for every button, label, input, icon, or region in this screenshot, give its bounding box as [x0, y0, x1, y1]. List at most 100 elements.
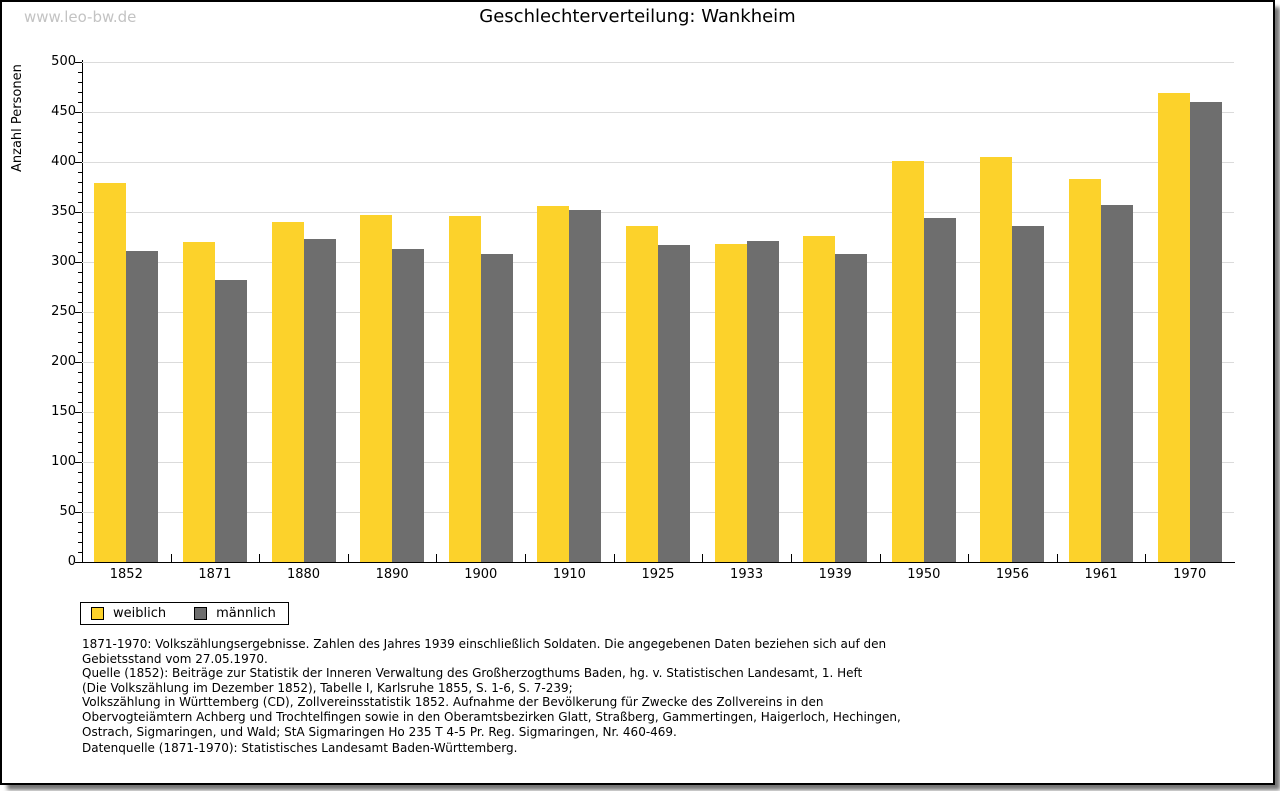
x-tick-label-1900: 1900: [464, 567, 498, 582]
x-boundary-tick-10: [968, 554, 970, 562]
bar-weiblich-1970: [1157, 93, 1190, 562]
y-tick-minor-480: [78, 82, 82, 83]
x-boundary-tick-11: [1056, 554, 1058, 562]
bar-group-1961: 1961: [1057, 62, 1146, 582]
bar-weiblich-1956: [980, 157, 1013, 562]
y-tick-label-250: 250: [51, 304, 76, 319]
y-tick-minor-80: [78, 482, 82, 483]
x-boundary-tick-1: [170, 554, 172, 562]
y-tick-major-250: [75, 312, 82, 313]
y-tick-minor-180: [78, 382, 82, 383]
bar-weiblich-1925: [625, 226, 658, 562]
y-tick-minor-230: [78, 332, 82, 333]
y-tick-minor-60: [78, 502, 82, 503]
y-tick-minor-490: [78, 72, 82, 73]
bar-group-1871: 1871: [171, 62, 260, 582]
y-tick-minor-90: [78, 472, 82, 473]
y-tick-minor-430: [78, 132, 82, 133]
bar-group-1970: 1970: [1145, 62, 1234, 582]
y-tick-label-50: 50: [59, 504, 76, 519]
bar-männlich-1925: [657, 245, 690, 562]
y-tick-minor-390: [78, 172, 82, 173]
y-tick-minor-130: [78, 432, 82, 433]
bar-männlich-1900: [480, 254, 513, 562]
y-tick-minor-470: [78, 92, 82, 93]
x-tick-label-1871: 1871: [198, 567, 232, 582]
y-tick-minor-210: [78, 352, 82, 353]
y-tick-label-350: 350: [51, 204, 76, 219]
plot-area: 1852 1871 1880 1890 1900 1910 1925 1933 1939 1950…: [82, 62, 1234, 582]
footnote-line-4: (Die Volkszählung im Dezember 1852), Tab…: [82, 680, 573, 695]
y-tick-minor-420: [78, 142, 82, 143]
y-tick-minor-280: [78, 282, 82, 283]
bar-group-1910: 1910: [525, 62, 614, 582]
bar-männlich-1970: [1189, 102, 1222, 562]
legend-item-männlich: männlich: [194, 606, 276, 621]
x-tick-label-1890: 1890: [375, 567, 409, 582]
y-tick-minor-20: [78, 542, 82, 543]
bar-group-1956: 1956: [968, 62, 1057, 582]
y-tick-minor-340: [78, 222, 82, 223]
x-boundary-tick-4: [436, 554, 438, 562]
bar-männlich-1890: [392, 249, 425, 562]
footnote-line-1: 1871-1970: Volkszählungsergebnisse. Zahl…: [82, 637, 887, 651]
y-tick-label-500: 500: [51, 54, 76, 69]
footnote-line-7: Ostrach, Sigmaringen, und Wald; StA Sigm…: [82, 724, 677, 739]
y-tick-minor-290: [78, 272, 82, 273]
bar-männlich-1950: [923, 218, 956, 562]
footnotes: 1871-1970: Volkszählungsergebnisse. Zahl…: [82, 637, 901, 739]
bar-weiblich-1910: [537, 206, 570, 562]
y-tick-minor-190: [78, 372, 82, 373]
y-axis-line: [82, 60, 83, 563]
x-tick-label-1910: 1910: [552, 567, 586, 582]
y-tick-minor-110: [78, 452, 82, 453]
y-tick-minor-30: [78, 532, 82, 533]
x-boundary-tick-12: [1145, 554, 1147, 562]
y-tick-major-500: [75, 62, 82, 63]
bar-group-1925: 1925: [614, 62, 703, 582]
footnote-line-2: Gebietsstand vom 27.05.1970.: [82, 651, 268, 666]
y-tick-major-350: [75, 212, 82, 213]
legend-item-weiblich: weiblich: [91, 606, 166, 621]
y-axis-title: Anzahl Personen: [10, 64, 25, 172]
y-tick-minor-120: [78, 442, 82, 443]
x-tick-label-1956: 1956: [995, 567, 1029, 582]
legend-swatch-männlich: [194, 607, 208, 620]
y-tick-minor-460: [78, 102, 82, 103]
y-tick-major-450: [75, 112, 82, 113]
y-tick-minor-160: [78, 402, 82, 403]
x-boundary-tick-9: [879, 554, 881, 562]
y-tick-minor-440: [78, 122, 82, 123]
x-boundary-tick-3: [347, 554, 349, 562]
gridline-400: [82, 162, 1234, 163]
y-tick-major-150: [75, 412, 82, 413]
x-tick-label-1970: 1970: [1173, 567, 1207, 582]
bar-männlich-1933: [746, 241, 779, 562]
x-tick-label-1880: 1880: [286, 567, 321, 582]
y-tick-minor-320: [78, 242, 82, 243]
bar-weiblich-1880: [271, 222, 304, 562]
x-tick-label-1933: 1933: [730, 567, 764, 582]
y-tick-minor-270: [78, 292, 82, 293]
bar-weiblich-1900: [448, 216, 481, 562]
bar-weiblich-1852: [94, 183, 127, 562]
bar-männlich-1961: [1101, 205, 1134, 562]
y-tick-minor-70: [78, 492, 82, 493]
x-boundary-tick-8: [790, 554, 792, 562]
y-tick-major-100: [75, 462, 82, 463]
bar-weiblich-1939: [803, 236, 836, 562]
y-tick-minor-240: [78, 322, 82, 323]
legend-label-weiblich: weiblich: [113, 606, 167, 621]
x-boundary-tick-7: [702, 554, 704, 562]
legend-label-männlich: männlich: [216, 606, 276, 621]
bar-group-1880: 1880: [259, 62, 348, 582]
y-tick-major-200: [75, 362, 82, 363]
bar-männlich-1880: [303, 239, 336, 562]
bar-männlich-1852: [126, 251, 159, 562]
y-tick-minor-410: [78, 152, 82, 153]
bar-group-1890: 1890: [348, 62, 437, 582]
y-tick-label-400: 400: [51, 154, 76, 169]
x-tick-label-1950: 1950: [907, 567, 941, 582]
y-axis-labels: 0 50 100 150 200 250 300 350 400 450 500: [30, 54, 76, 569]
